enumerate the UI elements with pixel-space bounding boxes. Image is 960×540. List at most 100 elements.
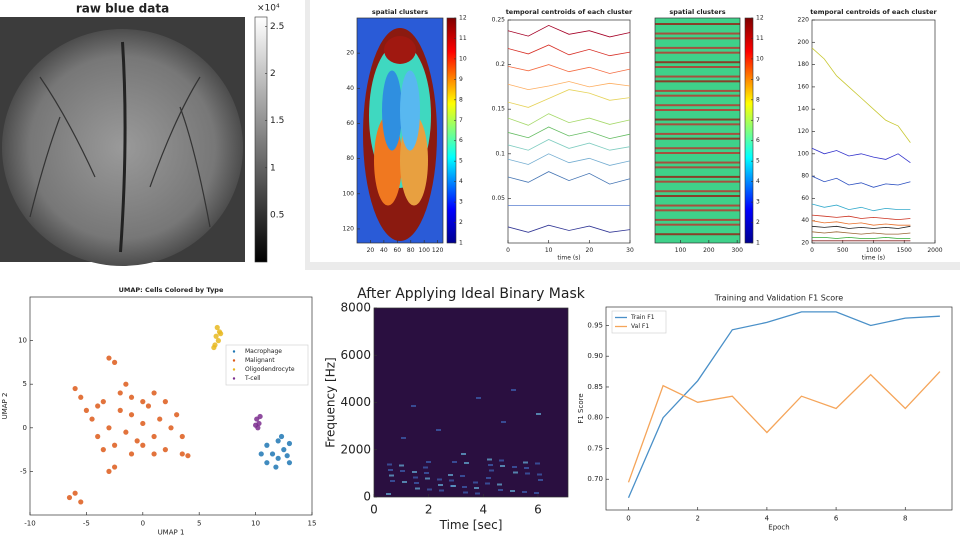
stripe: [655, 180, 740, 183]
chart-title: spatial clusters: [669, 8, 725, 16]
y-tick-label: 60: [346, 120, 354, 127]
stripe: [655, 223, 740, 226]
scatter-point: [100, 447, 106, 453]
stripe: [655, 32, 740, 35]
chart-title: temporal centroids of each cluster: [506, 8, 633, 16]
scatter-point: [123, 381, 129, 387]
spectral-energy: [451, 485, 456, 487]
scatter-point: [112, 359, 118, 365]
scatter-point: [258, 451, 264, 457]
stripe: [655, 104, 740, 107]
spectral-energy: [463, 491, 468, 494]
colorbar-tick-label: 6: [756, 137, 760, 144]
spectral-energy: [538, 479, 543, 481]
spectral-energy: [437, 478, 442, 481]
y-tick-label: 0.95: [587, 321, 603, 329]
spectral-energy: [497, 483, 502, 486]
spectral-energy: [439, 489, 444, 492]
y-tick-label: 0.1: [495, 150, 505, 157]
stripe: [655, 109, 740, 111]
x-tick-label: 0: [626, 514, 630, 522]
legend-marker: [232, 368, 236, 371]
y-tick-label: 100: [798, 150, 810, 157]
colorbar-tick-label: 5: [756, 158, 760, 165]
cluster-region: [384, 36, 416, 64]
y-tick-label: 120: [798, 128, 810, 135]
y-tick-label: 80: [346, 155, 354, 162]
series-line: [627, 371, 941, 483]
stripe: [655, 166, 740, 169]
colorbar-tick-label: 11: [459, 35, 467, 42]
scatter-point: [106, 425, 112, 431]
spectral-energy: [473, 481, 478, 484]
series-line: [811, 147, 911, 164]
axes-frame: [507, 19, 631, 244]
x-tick-label: 0: [506, 247, 510, 254]
spectral-energy: [460, 475, 465, 477]
colorbar-tick-label: 3: [756, 199, 760, 206]
spectral-energy: [535, 462, 540, 465]
x-axis-label: UMAP 1: [158, 528, 185, 536]
y-tick-label: 0.70: [587, 475, 603, 483]
x-tick-label: 40: [380, 247, 388, 254]
legend-label: Macrophage: [245, 348, 282, 355]
stripe: [655, 94, 740, 97]
stripe: [655, 37, 740, 40]
x-tick-label: 5: [197, 519, 201, 527]
spectral-energy: [476, 397, 481, 399]
stripe: [655, 161, 740, 164]
y-tick-label: 0: [363, 490, 371, 504]
series-line: [507, 113, 631, 126]
scatter-point: [281, 447, 287, 453]
spectral-energy: [534, 492, 539, 494]
stripe: [655, 204, 740, 207]
scatter-point: [151, 433, 157, 440]
x-axis-label: Time [sec]: [439, 518, 503, 532]
spectral-energy: [475, 492, 480, 495]
scatter-point: [145, 403, 152, 409]
x-tick-label: 30: [626, 247, 634, 254]
series-line: [811, 231, 911, 235]
x-tick-label: -5: [83, 519, 90, 527]
scatter-point: [83, 407, 89, 413]
stripe: [655, 66, 740, 68]
legend-label: T-cell: [244, 375, 261, 382]
y-tick-label: 0.75: [587, 444, 603, 452]
colorbar-tick-label: 11: [756, 35, 764, 42]
series-line: [811, 214, 911, 221]
spectral-energy: [400, 470, 405, 472]
colorbar-tick-label: 12: [756, 15, 764, 22]
legend-label: Val F1: [631, 323, 649, 330]
spectral-energy: [513, 471, 518, 474]
y-tick-label: 2000: [340, 442, 371, 456]
spectral-energy: [414, 482, 419, 484]
x-tick-label: 2: [425, 502, 433, 516]
scatter-point: [275, 455, 281, 461]
y-tick-label: -5: [20, 467, 27, 475]
x-tick-label: 200: [703, 247, 715, 254]
spectral-energy: [487, 458, 492, 461]
spectral-energy: [448, 474, 453, 476]
scatter-point: [117, 390, 123, 396]
scatter-point: [106, 468, 112, 474]
scatter-point: [286, 440, 293, 447]
y-tick-label: 0.25: [492, 17, 506, 24]
spectral-energy: [464, 462, 469, 464]
scatter-point: [72, 490, 78, 496]
x-tick-label: 10: [251, 519, 260, 527]
spectral-energy: [412, 471, 417, 473]
x-tick-label: 8: [903, 514, 907, 522]
colorbar: [744, 17, 754, 244]
colorbar-tick-label: 3: [459, 199, 463, 206]
spectral-energy: [436, 429, 441, 431]
legend-label: Train F1: [630, 314, 655, 321]
colorbar-tick-label: 10: [756, 55, 764, 62]
scatter-point: [174, 412, 180, 418]
spectral-energy: [424, 472, 429, 474]
colorbar-tick-label: 8: [459, 96, 463, 103]
stripe: [655, 89, 740, 92]
axes-frame: [654, 17, 741, 244]
series-line: [507, 24, 631, 38]
